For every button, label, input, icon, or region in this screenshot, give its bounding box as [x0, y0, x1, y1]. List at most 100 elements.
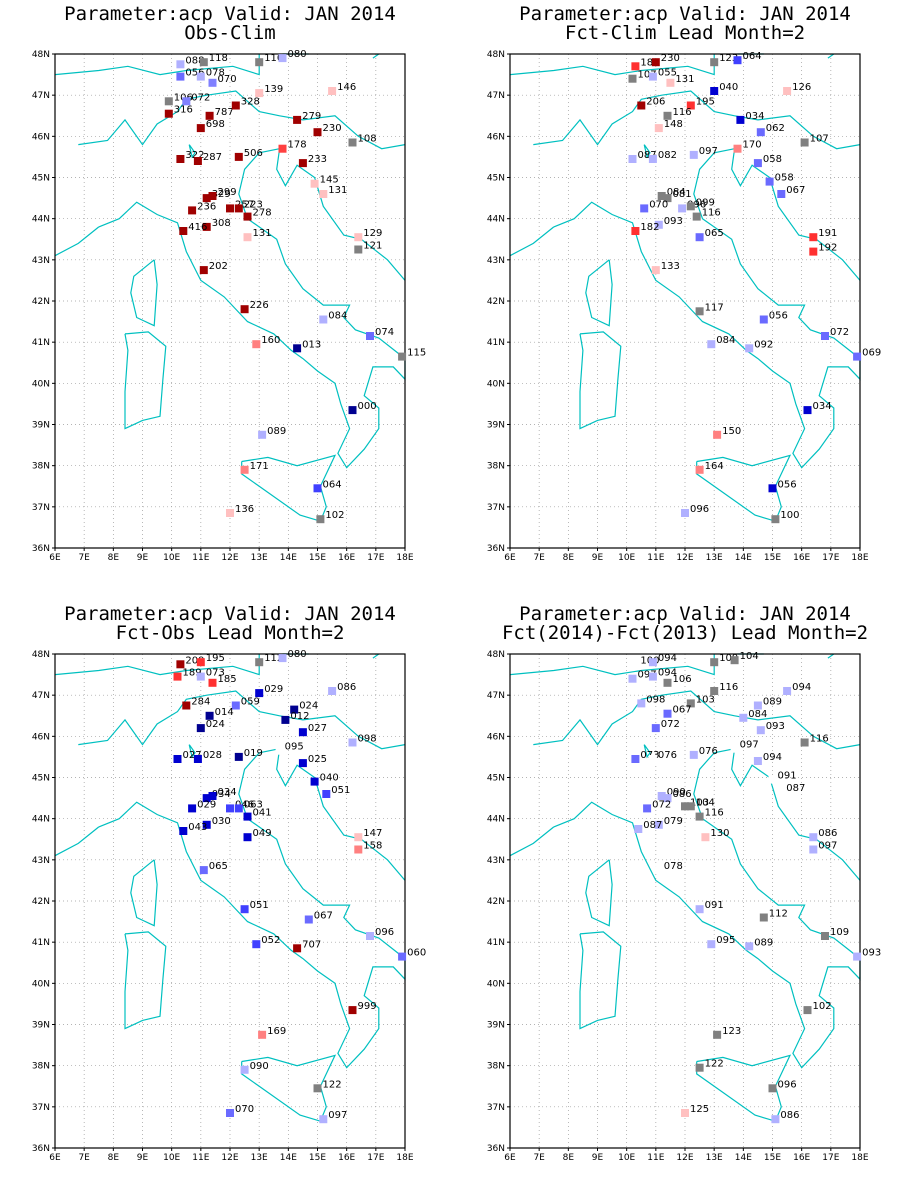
station-marker	[304, 915, 313, 924]
x-tick-label: 10E	[163, 1153, 180, 1163]
x-tick-label: 12E	[221, 553, 238, 563]
station-label: 416	[188, 222, 207, 233]
station-marker	[648, 755, 657, 763]
y-tick-label: 48N	[32, 650, 50, 660]
station-marker	[663, 194, 672, 203]
station-label: 065	[209, 861, 228, 872]
station-marker	[366, 932, 374, 940]
station-marker	[278, 654, 287, 663]
station-marker	[756, 726, 765, 735]
station-marker	[278, 144, 287, 153]
station-label: 122	[705, 1059, 724, 1070]
station-marker	[631, 227, 640, 235]
station-marker	[275, 746, 284, 755]
station-label: 084	[328, 311, 347, 322]
station-label: 226	[250, 300, 269, 311]
station-marker	[643, 804, 652, 813]
coastline	[188, 744, 196, 759]
x-tick-label: 18E	[851, 1153, 868, 1163]
station-marker	[654, 124, 663, 133]
y-tick-label: 45N	[32, 174, 50, 184]
x-tick-label: 9E	[592, 553, 604, 563]
coastline	[124, 931, 167, 1030]
station-marker	[313, 484, 322, 493]
station-marker	[753, 757, 762, 765]
station-marker	[695, 812, 704, 821]
station-label: 185	[218, 674, 237, 685]
y-tick-label: 45N	[32, 774, 50, 784]
station-label: 169	[267, 1026, 286, 1037]
station-label: 070	[218, 74, 237, 85]
station-marker	[631, 755, 640, 763]
station-marker	[348, 738, 357, 747]
station-label: 014	[215, 707, 234, 718]
station-marker	[713, 430, 722, 439]
coastline	[509, 54, 715, 76]
station-label: 084	[716, 335, 735, 346]
station-marker	[164, 97, 173, 106]
station-marker	[710, 687, 719, 695]
station-label: 192	[818, 243, 837, 254]
station-marker	[188, 804, 197, 813]
y-tick-label: 38N	[487, 1062, 505, 1072]
station-label: 049	[253, 828, 272, 839]
station-marker	[695, 905, 704, 914]
station-label: 056	[185, 68, 204, 79]
station-marker	[663, 111, 672, 120]
station-label: 506	[244, 148, 263, 159]
y-tick-label: 39N	[32, 1021, 50, 1031]
station-marker	[176, 155, 185, 163]
station-marker	[640, 204, 649, 213]
y-tick-label: 40N	[487, 379, 505, 389]
station-label: 123	[719, 53, 738, 64]
station-marker	[631, 62, 640, 71]
coastline	[579, 931, 622, 1030]
y-tick-label: 41N	[32, 338, 50, 348]
station-label: 024	[299, 701, 318, 712]
x-tick-label: 7E	[78, 553, 90, 563]
station-marker	[753, 701, 762, 710]
coastline	[585, 859, 613, 927]
station-marker	[689, 150, 698, 159]
station-marker	[663, 678, 672, 687]
station-label: 087	[643, 820, 662, 831]
station-label: 160	[261, 335, 280, 346]
station-label: 034	[218, 787, 237, 798]
station-label: 072	[830, 327, 849, 338]
station-label: 126	[792, 82, 811, 93]
station-label: 064	[743, 51, 762, 62]
station-label: 094	[792, 682, 811, 693]
station-marker	[809, 833, 818, 842]
x-tick-label: 6E	[504, 1153, 516, 1163]
station-marker	[648, 72, 657, 81]
station-marker	[803, 1006, 812, 1015]
station-label: 097	[740, 740, 759, 751]
y-tick-label: 36N	[487, 544, 505, 554]
x-tick-label: 8E	[563, 1153, 575, 1163]
x-tick-label: 15E	[309, 1153, 326, 1163]
station-label: 098	[358, 734, 377, 745]
station-label: 030	[212, 816, 231, 827]
station-marker	[226, 509, 234, 517]
station-marker	[240, 1065, 249, 1074]
x-tick-label: 12E	[221, 1153, 238, 1163]
station-marker	[226, 804, 234, 813]
station-marker	[176, 72, 185, 81]
station-marker	[240, 305, 249, 314]
station-marker	[710, 58, 719, 67]
station-label: 122	[323, 1079, 342, 1090]
station-label: 097	[328, 1110, 347, 1121]
coastline	[643, 144, 651, 159]
y-tick-label: 37N	[487, 1103, 505, 1113]
station-label: 104	[696, 797, 715, 808]
x-tick-label: 11E	[192, 1153, 209, 1163]
x-tick-label: 8E	[108, 553, 120, 563]
map-plot: 6E 7E 8E 9E 10E 11E 12E 13E 14E 15E 16E 17E 18E 48N 47…	[487, 650, 881, 1163]
station-label: 051	[250, 900, 269, 911]
station-marker	[208, 192, 217, 200]
station-marker	[240, 905, 249, 914]
station-label: 698	[206, 119, 225, 130]
panel-subtitle: Fct-Obs Lead Month=2	[115, 622, 345, 644]
station-marker	[205, 711, 214, 720]
station-label: 104	[740, 651, 759, 662]
